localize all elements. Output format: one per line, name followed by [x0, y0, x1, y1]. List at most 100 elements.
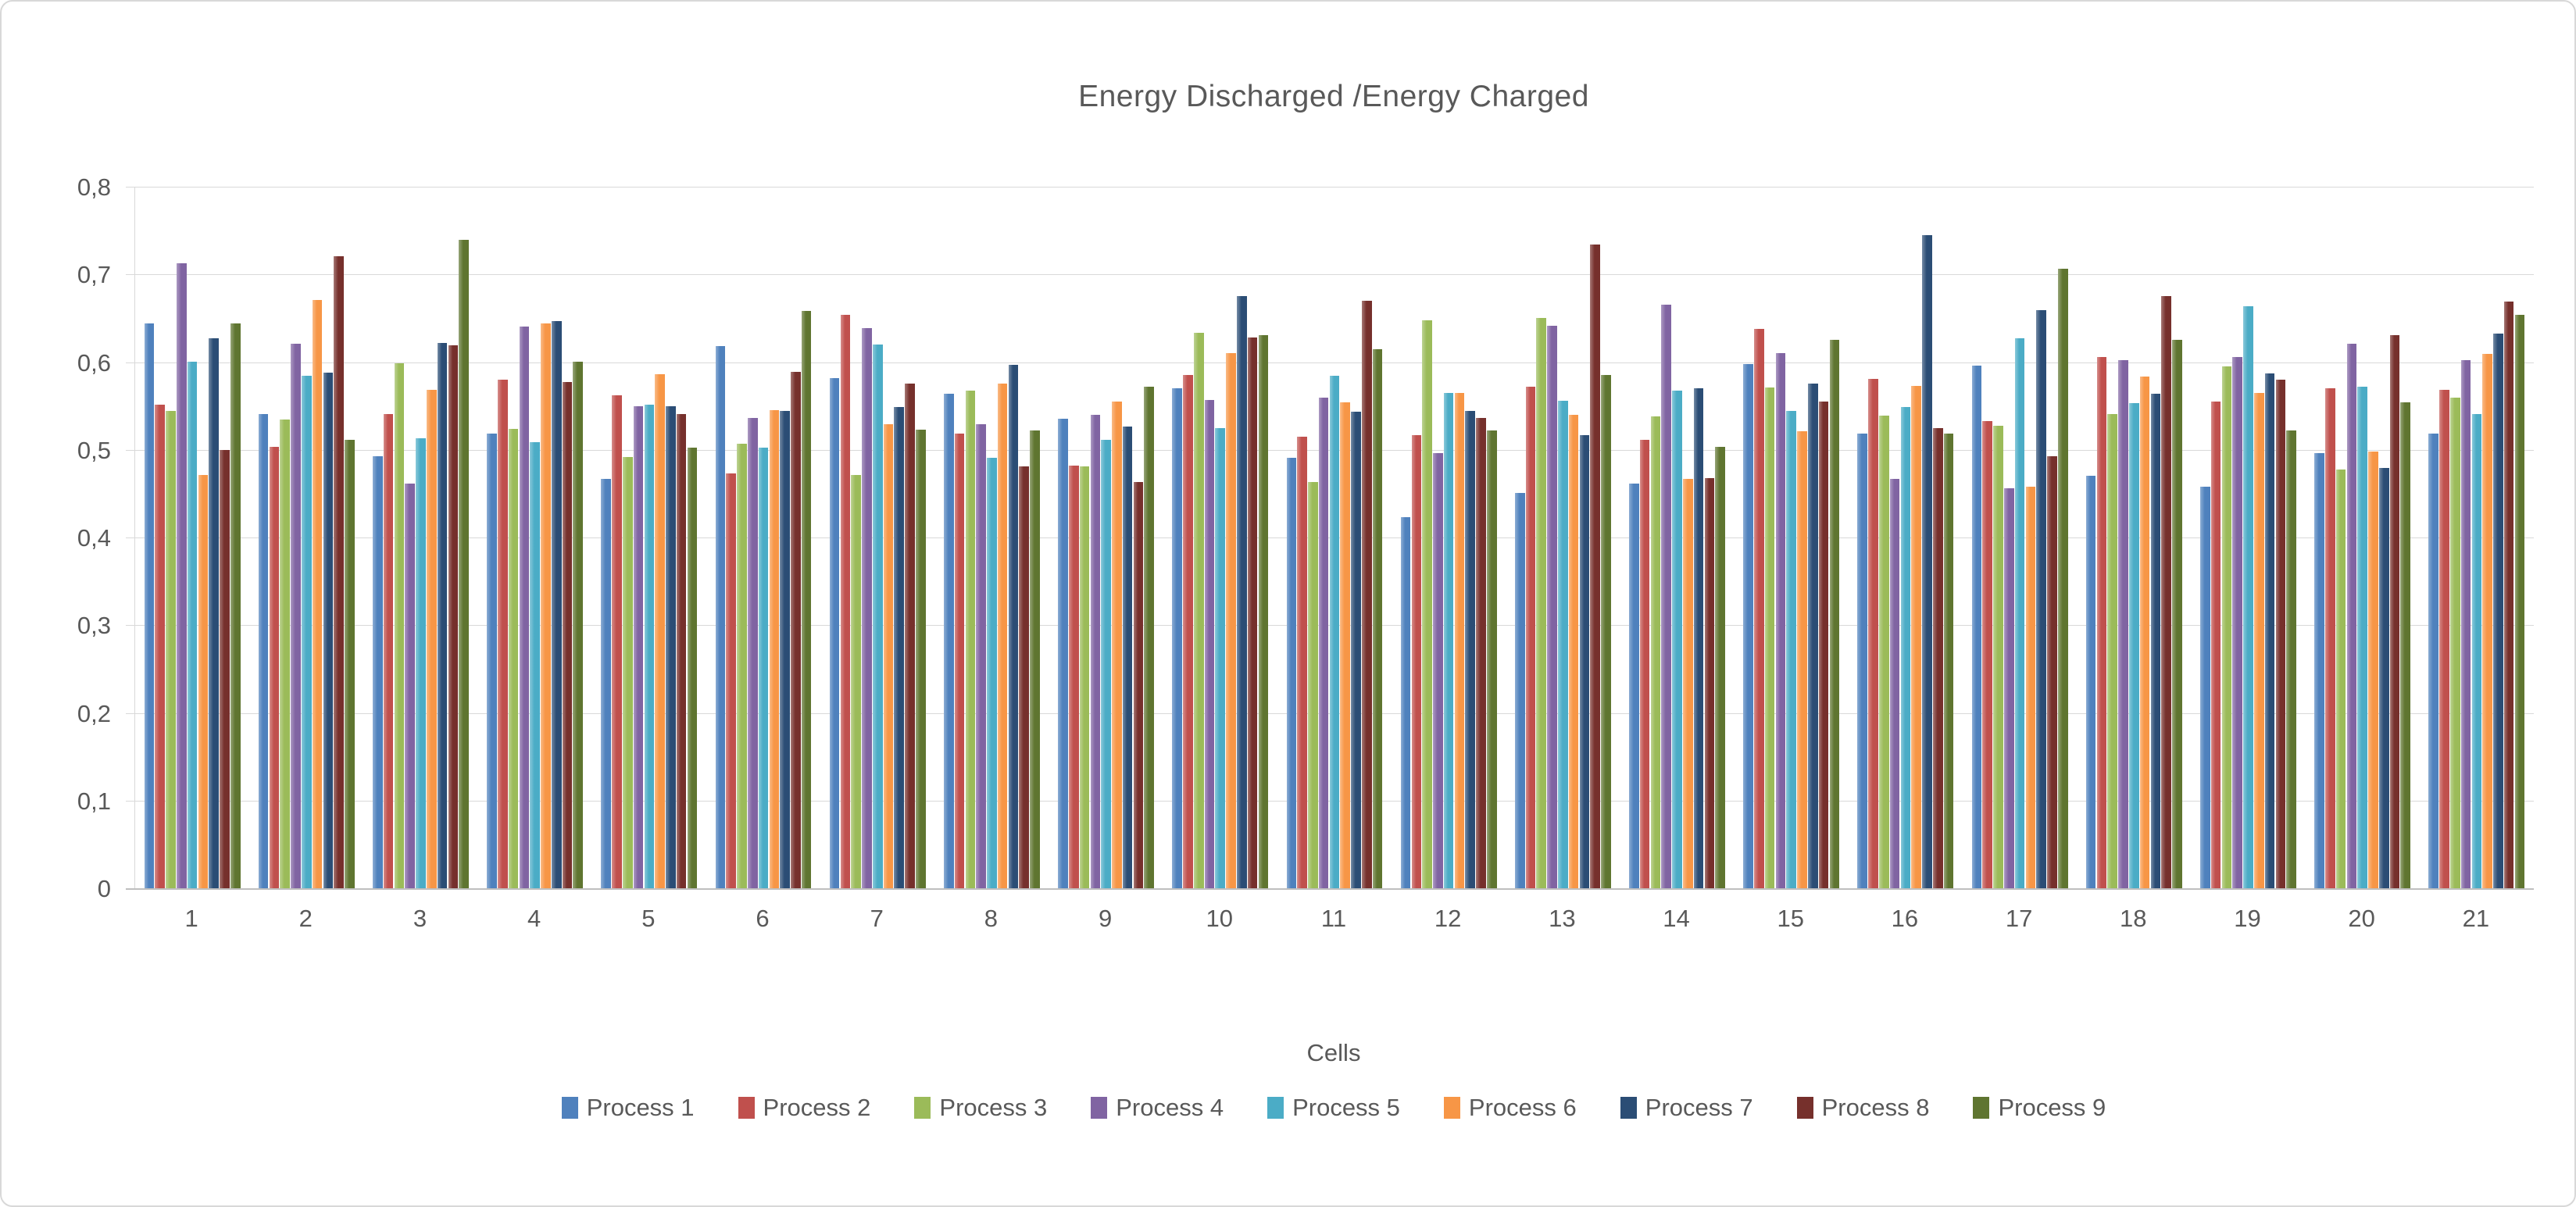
bar-process-7-cell-17 [2036, 310, 2046, 889]
bar-process-1-cell-10 [1172, 388, 1182, 889]
bar-process-1-cell-20 [2314, 453, 2324, 889]
y-tick-label-0,4: 0,4 [77, 524, 111, 552]
bar-process-4-cell-18 [2118, 360, 2128, 889]
x-tick-label-19: 19 [2234, 905, 2261, 932]
y-tick-label-0,7: 0,7 [77, 261, 111, 289]
gridline-0,7 [126, 274, 2534, 276]
bar-process-9-cell-5 [687, 448, 698, 889]
bar-process-9-cell-6 [801, 311, 812, 889]
bar-process-4-cell-19 [2232, 356, 2242, 889]
bar-group-cell-4 [478, 187, 592, 889]
bar-process-4-cell-3 [405, 484, 415, 889]
y-tick-label-0,1: 0,1 [77, 787, 111, 815]
bar-process-7-cell-18 [2150, 393, 2161, 889]
bar-group-cell-11 [1277, 187, 1392, 889]
bar-process-2-cell-5 [612, 395, 622, 889]
x-axis-line [126, 888, 2534, 890]
x-tick-label-3: 3 [413, 905, 427, 932]
bar-process-5-cell-7 [872, 344, 883, 889]
bar-process-7-cell-2 [323, 372, 334, 889]
bar-process-8-cell-11 [1362, 300, 1372, 889]
legend-label: Process 1 [586, 1094, 695, 1121]
bar-process-1-cell-17 [1971, 365, 1982, 889]
bar-group-cell-7 [820, 187, 934, 889]
bar-process-1-cell-18 [2085, 476, 2096, 889]
bar-process-6-cell-8 [997, 384, 1008, 889]
y-tick-label-0,2: 0,2 [77, 699, 111, 727]
bar-group-cell-5 [592, 187, 706, 889]
legend-item-process-2: Process 2 [738, 1094, 870, 1122]
bar-process-1-cell-15 [1743, 363, 1753, 889]
bar-group-cell-20 [2306, 187, 2420, 889]
bar-process-9-cell-10 [1258, 334, 1269, 889]
legend-swatch-icon [1091, 1097, 1108, 1119]
bar-process-8-cell-21 [2503, 301, 2514, 889]
bar-process-9-cell-14 [1715, 447, 1725, 889]
bar-process-3-cell-5 [622, 456, 633, 889]
bar-process-9-cell-17 [2057, 269, 2068, 889]
legend-label: Process 5 [1292, 1094, 1400, 1121]
bar-process-7-cell-19 [2264, 373, 2275, 889]
bar-process-6-cell-11 [1340, 402, 1351, 889]
bar-process-6-cell-10 [1226, 353, 1236, 889]
chart-title: Energy Discharged /Energy Charged [1078, 80, 1589, 113]
x-axis-tick-labels: 1 2 3 4 5 6 7 8 9 10 11 12 13 14 15 16 17 18 19 20 21 [134, 905, 2533, 933]
bar-process-6-cell-1 [198, 475, 209, 889]
x-axis-title: Cells [1306, 1039, 1361, 1066]
bar-process-4-cell-10 [1204, 399, 1215, 889]
bar-process-6-cell-18 [2139, 377, 2150, 889]
bar-process-5-cell-14 [1672, 391, 1682, 889]
bar-process-7-cell-9 [1122, 427, 1133, 889]
bar-process-6-cell-13 [1568, 414, 1579, 889]
bar-group-cell-8 [934, 187, 1049, 889]
bar-process-1-cell-6 [715, 346, 726, 889]
bar-process-3-cell-7 [851, 475, 861, 889]
bar-process-8-cell-5 [676, 413, 687, 889]
x-tick-label-9: 9 [1098, 905, 1113, 932]
bar-process-1-cell-19 [2200, 486, 2210, 889]
bar-process-2-cell-16 [1868, 378, 1878, 889]
bar-process-4-cell-9 [1090, 414, 1101, 889]
bar-process-5-cell-21 [2471, 413, 2482, 889]
bar-process-5-cell-3 [416, 438, 426, 889]
bar-process-1-cell-11 [1286, 457, 1297, 889]
bar-process-7-cell-14 [1693, 388, 1704, 889]
bar-process-1-cell-5 [601, 478, 612, 889]
legend-swatch-icon [1973, 1097, 1990, 1119]
bar-process-1-cell-16 [1857, 434, 1868, 889]
legend-label: Process 3 [939, 1094, 1048, 1121]
bar-process-2-cell-8 [954, 434, 965, 889]
bar-process-9-cell-2 [345, 440, 355, 889]
bar-process-4-cell-13 [1547, 326, 1557, 889]
bar-group-cell-16 [1849, 187, 1963, 889]
bar-process-3-cell-13 [1536, 318, 1547, 889]
bar-process-6-cell-17 [2025, 486, 2036, 889]
bar-process-9-cell-21 [2514, 314, 2525, 889]
x-tick-label-5: 5 [641, 905, 656, 932]
bar-process-8-cell-7 [905, 384, 915, 889]
bar-process-8-cell-13 [1590, 244, 1600, 889]
bar-process-6-cell-20 [2368, 451, 2378, 889]
bar-process-4-cell-15 [1775, 353, 1786, 889]
bar-process-4-cell-20 [2346, 343, 2357, 889]
bar-group-cell-12 [1392, 187, 1506, 889]
bar-process-8-cell-12 [1476, 418, 1486, 889]
bar-process-9-cell-9 [1144, 386, 1155, 889]
bar-process-3-cell-17 [1993, 426, 2003, 889]
bar-process-1-cell-3 [373, 455, 383, 889]
bar-process-8-cell-6 [791, 371, 801, 889]
legend-item-process-7: Process 7 [1620, 1094, 1753, 1122]
bar-process-2-cell-1 [155, 405, 166, 889]
x-tick-label-13: 13 [1549, 905, 1576, 932]
bar-process-7-cell-20 [2378, 468, 2389, 889]
bar-process-8-cell-3 [448, 345, 459, 889]
y-tick-label-0,3: 0,3 [77, 612, 111, 640]
bar-process-7-cell-3 [437, 342, 448, 889]
x-tick-label-8: 8 [984, 905, 999, 932]
bar-group-cell-18 [2077, 187, 2191, 889]
legend-label: Process 8 [1821, 1094, 1930, 1121]
legend-item-process-5: Process 5 [1267, 1094, 1400, 1122]
bar-process-3-cell-21 [2449, 398, 2460, 889]
bar-group-cell-14 [1620, 187, 1734, 889]
bar-group-cell-10 [1163, 187, 1277, 889]
